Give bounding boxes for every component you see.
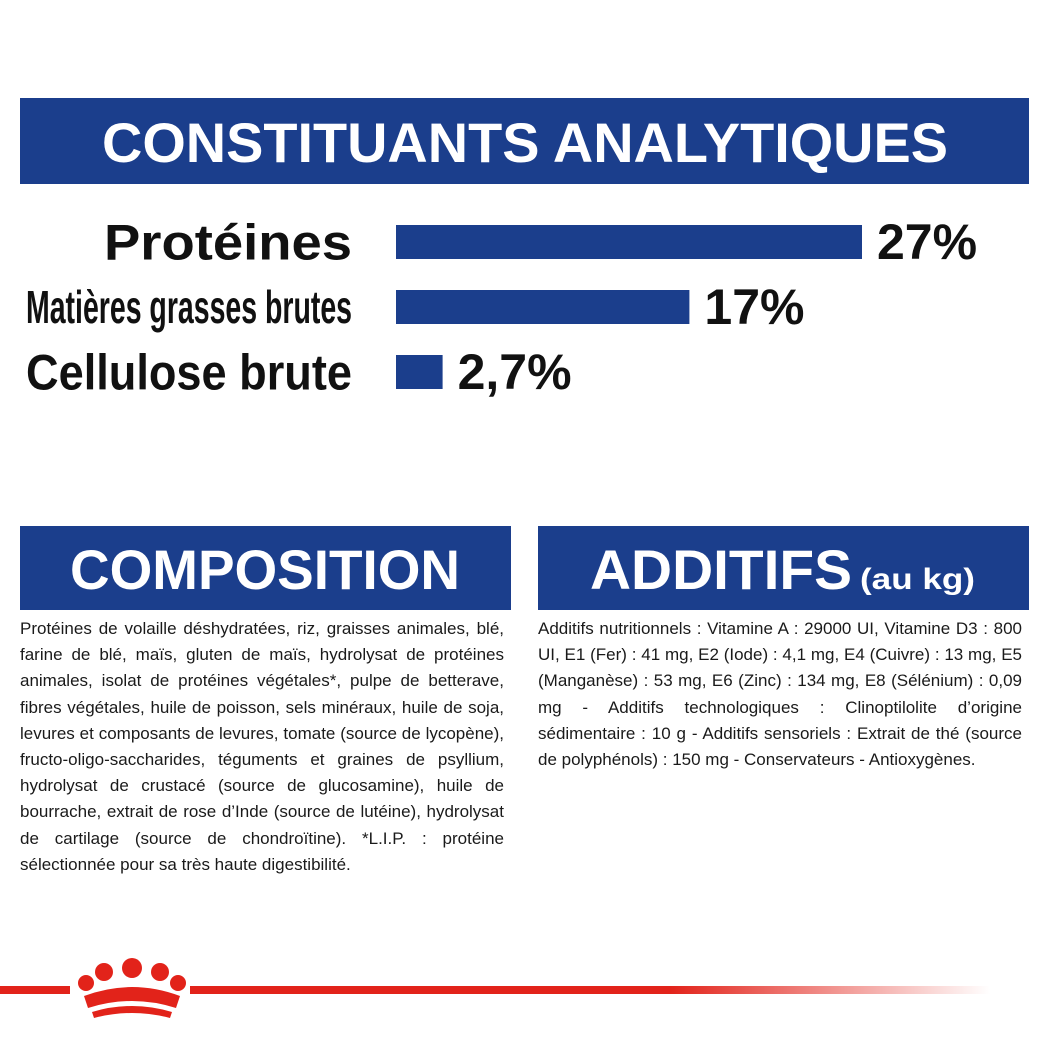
value-label: 17%: [704, 279, 804, 335]
value-label: 2,7%: [458, 344, 572, 400]
bar: [396, 355, 443, 389]
additifs-text: Additifs nutritionnels : Vitamine A : 29…: [538, 619, 1022, 770]
additifs-band: [538, 526, 1029, 610]
composition-title: COMPOSITION: [70, 538, 460, 601]
composition-band: [20, 526, 511, 610]
bar: [396, 290, 690, 324]
header-band: [20, 98, 1029, 184]
bar: [396, 225, 862, 259]
category-label: Cellulose brute: [26, 345, 352, 401]
red-line: [0, 986, 70, 994]
red-line: [190, 986, 990, 994]
additifs-title: ADDITIFS: [590, 538, 852, 601]
composition-text: Protéines de volaille déshydratées, riz,…: [20, 619, 504, 874]
crown-logo: [78, 958, 186, 1018]
value-label: 27%: [877, 214, 977, 270]
category-label: Protéines: [104, 215, 352, 271]
chart-title: CONSTITUANTS ANALYTIQUES: [102, 111, 948, 174]
category-label: Matières grasses brutes: [26, 281, 352, 333]
additifs-subtitle: (au kg): [860, 563, 975, 596]
